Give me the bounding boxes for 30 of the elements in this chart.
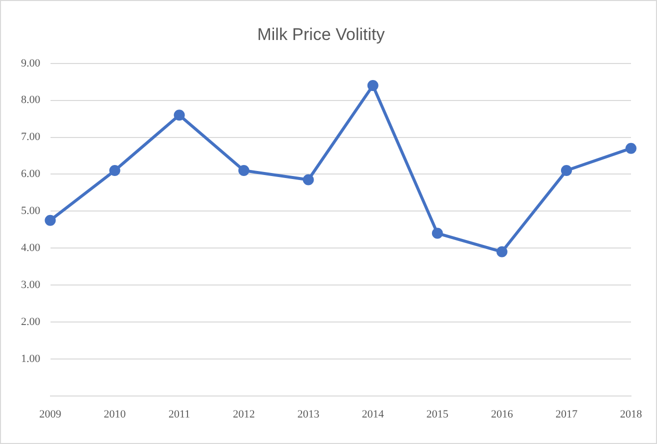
y-tick-label: 3.00 [21,278,41,291]
y-tick-label: 4.00 [21,242,41,254]
x-tick-label: 2014 [362,408,384,420]
point [302,174,314,186]
x-tick-label: 2010 [104,408,126,420]
point [44,214,56,226]
x-tick-label: 2016 [490,408,514,420]
y-tick-label: 1.00 [21,352,41,365]
y-tick-label: 2.00 [21,316,41,328]
y-tick-label: 8.00 [21,94,41,106]
point [432,228,443,239]
x-tick-label: 2011 [168,408,190,420]
y-tick-label: 5.00 [21,205,41,218]
x-tick-label: 2009 [39,408,62,420]
x-tick-label: 2012 [232,408,255,420]
point [174,110,185,121]
y-tick-label: 9.00 [21,57,41,70]
point [109,165,120,176]
y-tick-label: 7.00 [21,131,41,144]
point [238,165,250,176]
x-tick-label: 2015 [426,408,449,420]
x-tick-label: 2018 [620,408,642,420]
point [496,246,508,258]
x-tick-label: 2017 [555,408,578,420]
point [367,80,378,92]
point [626,142,636,154]
point [560,165,572,176]
y-tick-label: 6.00 [21,168,41,180]
x-tick-label: 2013 [297,408,320,420]
chart-title: Milk Price Volitity [257,24,386,44]
